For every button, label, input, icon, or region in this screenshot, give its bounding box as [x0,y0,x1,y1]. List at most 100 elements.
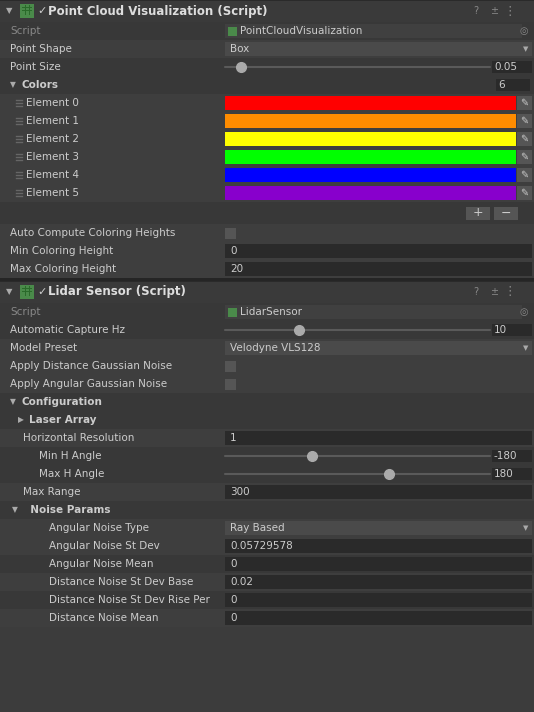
Text: 20: 20 [230,264,243,274]
Text: Distance Noise St Dev Base: Distance Noise St Dev Base [36,577,193,587]
Bar [0,465,534,483]
Bar [0,281,534,303]
Text: Colors: Colors [21,80,58,90]
Bar [517,132,532,146]
Text: ✎: ✎ [520,98,528,108]
Bar [0,429,534,447]
Bar [0,591,534,609]
Text: ?: ? [474,287,478,297]
Text: 0: 0 [230,246,237,256]
Text: Angular Noise Mean: Angular Noise Mean [36,559,153,569]
Text: ▼: ▼ [6,6,12,16]
Text: Laser Array: Laser Array [29,415,97,425]
Bar [225,24,522,38]
Text: -180: -180 [494,451,517,461]
Bar [492,61,532,73]
Bar [0,40,534,58]
Text: 0.05729578: 0.05729578 [230,541,293,551]
Bar [225,262,532,276]
Text: +: + [473,206,483,219]
Bar [0,339,534,357]
Text: LidarSensor: LidarSensor [240,307,302,317]
Text: Distance Noise Mean: Distance Noise Mean [36,613,159,623]
Text: ▼: ▼ [6,288,12,296]
Bar [225,305,522,319]
Text: 180: 180 [494,469,514,479]
Bar [0,627,534,712]
Bar [228,308,237,317]
Bar [0,148,534,166]
Bar [228,27,237,36]
Text: Max H Angle: Max H Angle [26,469,104,479]
Bar [0,0,534,1]
Text: ▼: ▼ [523,46,529,52]
Bar [517,150,532,164]
Text: ⋮: ⋮ [504,4,516,18]
Bar [0,22,534,40]
Text: ◎: ◎ [520,307,528,317]
Bar [20,4,34,18]
Bar [466,207,490,220]
Text: Element 1: Element 1 [26,116,79,126]
Bar [225,485,532,499]
Text: ⋮: ⋮ [504,286,516,298]
Bar [0,260,534,278]
Bar [0,278,534,281]
Bar [0,411,534,429]
Text: Apply Distance Gaussian Noise: Apply Distance Gaussian Noise [10,361,172,371]
Bar [225,557,532,571]
Text: 10: 10 [494,325,507,335]
Text: Point Shape: Point Shape [10,44,72,54]
Text: ▼: ▼ [10,397,16,407]
Bar [22,7,32,8]
Text: ±: ± [490,287,498,297]
Bar [0,375,534,393]
Text: Angular Noise Type: Angular Noise Type [36,523,149,533]
Bar [225,168,516,182]
Bar [492,468,532,480]
Bar [225,96,516,110]
Text: ▼: ▼ [12,506,18,515]
Bar [225,42,532,56]
Bar [225,361,236,372]
Text: 1: 1 [230,433,237,443]
Text: Min H Angle: Min H Angle [26,451,101,461]
Text: 0: 0 [230,559,237,569]
Text: Point Size: Point Size [10,62,61,72]
Bar [0,609,534,627]
Text: ✓: ✓ [37,6,46,16]
Bar [0,537,534,555]
Bar [225,132,516,146]
Bar [492,450,532,462]
Text: Model Preset: Model Preset [10,343,77,353]
Bar [0,242,534,260]
Text: Horizontal Resolution: Horizontal Resolution [10,433,135,443]
Text: ✎: ✎ [520,152,528,162]
Text: Min Coloring Height: Min Coloring Height [10,246,113,256]
Bar [225,228,236,239]
Bar [0,555,534,573]
Bar [25,286,26,296]
Text: Auto Compute Coloring Heights: Auto Compute Coloring Heights [10,228,175,238]
Text: ◎: ◎ [520,26,528,36]
Bar [225,575,532,589]
Bar [29,286,30,296]
Bar [0,303,534,321]
Bar [494,207,518,220]
Text: ±: ± [490,6,498,16]
Text: Ray Based: Ray Based [230,523,285,533]
Text: Element 5: Element 5 [26,188,79,198]
Bar [20,285,34,299]
Bar [25,5,26,15]
Text: Script: Script [10,307,41,317]
Text: ✎: ✎ [520,134,528,144]
Bar [0,483,534,501]
Bar [0,321,534,339]
Bar [225,341,532,355]
Text: ✎: ✎ [520,188,528,198]
Bar [225,431,532,445]
Bar [496,79,530,91]
Bar [225,244,532,258]
Bar [225,379,236,390]
Text: Element 4: Element 4 [26,170,79,180]
